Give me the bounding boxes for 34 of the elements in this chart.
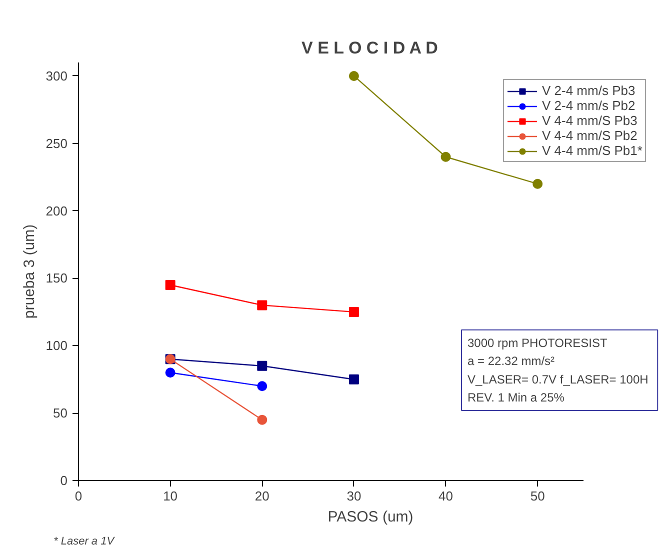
y-tick-label: 50 (53, 406, 68, 421)
y-tick-label: 0 (60, 473, 68, 488)
point (348, 306, 359, 317)
x-tick-label: 40 (438, 488, 454, 504)
x-tick-label: 20 (254, 488, 270, 504)
point (257, 360, 268, 371)
legend-label: V 4-4 mm/S Pb2 (542, 128, 638, 143)
y-tick-label: 200 (46, 203, 68, 218)
legend-label: V 4-4 mm/S Pb3 (542, 113, 638, 128)
point (165, 368, 176, 378)
legend-label: V 2-4 mm/s Pb3 (542, 83, 636, 98)
y-tick-label: 300 (46, 68, 68, 84)
point (532, 178, 543, 189)
y-tick-label: 100 (46, 338, 68, 354)
x-tick-label: 30 (346, 488, 362, 504)
y-tick-label: 250 (46, 136, 68, 151)
point (440, 152, 451, 162)
point (257, 381, 268, 392)
y-axis-title: prueba 3 (um) (20, 224, 38, 319)
legend-label: V 4-4 mm/S Pb1* (542, 143, 642, 158)
point (257, 414, 268, 425)
chart-title: V E L O C I D A D (302, 38, 438, 58)
point (257, 300, 268, 310)
x-tick-label: 10 (163, 488, 178, 504)
annotation: 3000 rpm PHOTORESIST a = 22.32 mm/s² V_LASER= 0.7V f_LASER= 100H REV. 1 Min a 25% (468, 336, 648, 404)
point (165, 280, 176, 290)
point (348, 374, 359, 384)
legend-label: V 2-4 mm/s Pb2 (542, 98, 636, 113)
point (348, 70, 359, 81)
y-tick-label: 150 (46, 270, 68, 286)
x-axis-title: PASOS (um) (328, 508, 414, 526)
x-tick-label: 0 (74, 488, 82, 504)
text: * Laser a 1V (54, 536, 116, 548)
x-tick-label: 50 (530, 488, 545, 504)
